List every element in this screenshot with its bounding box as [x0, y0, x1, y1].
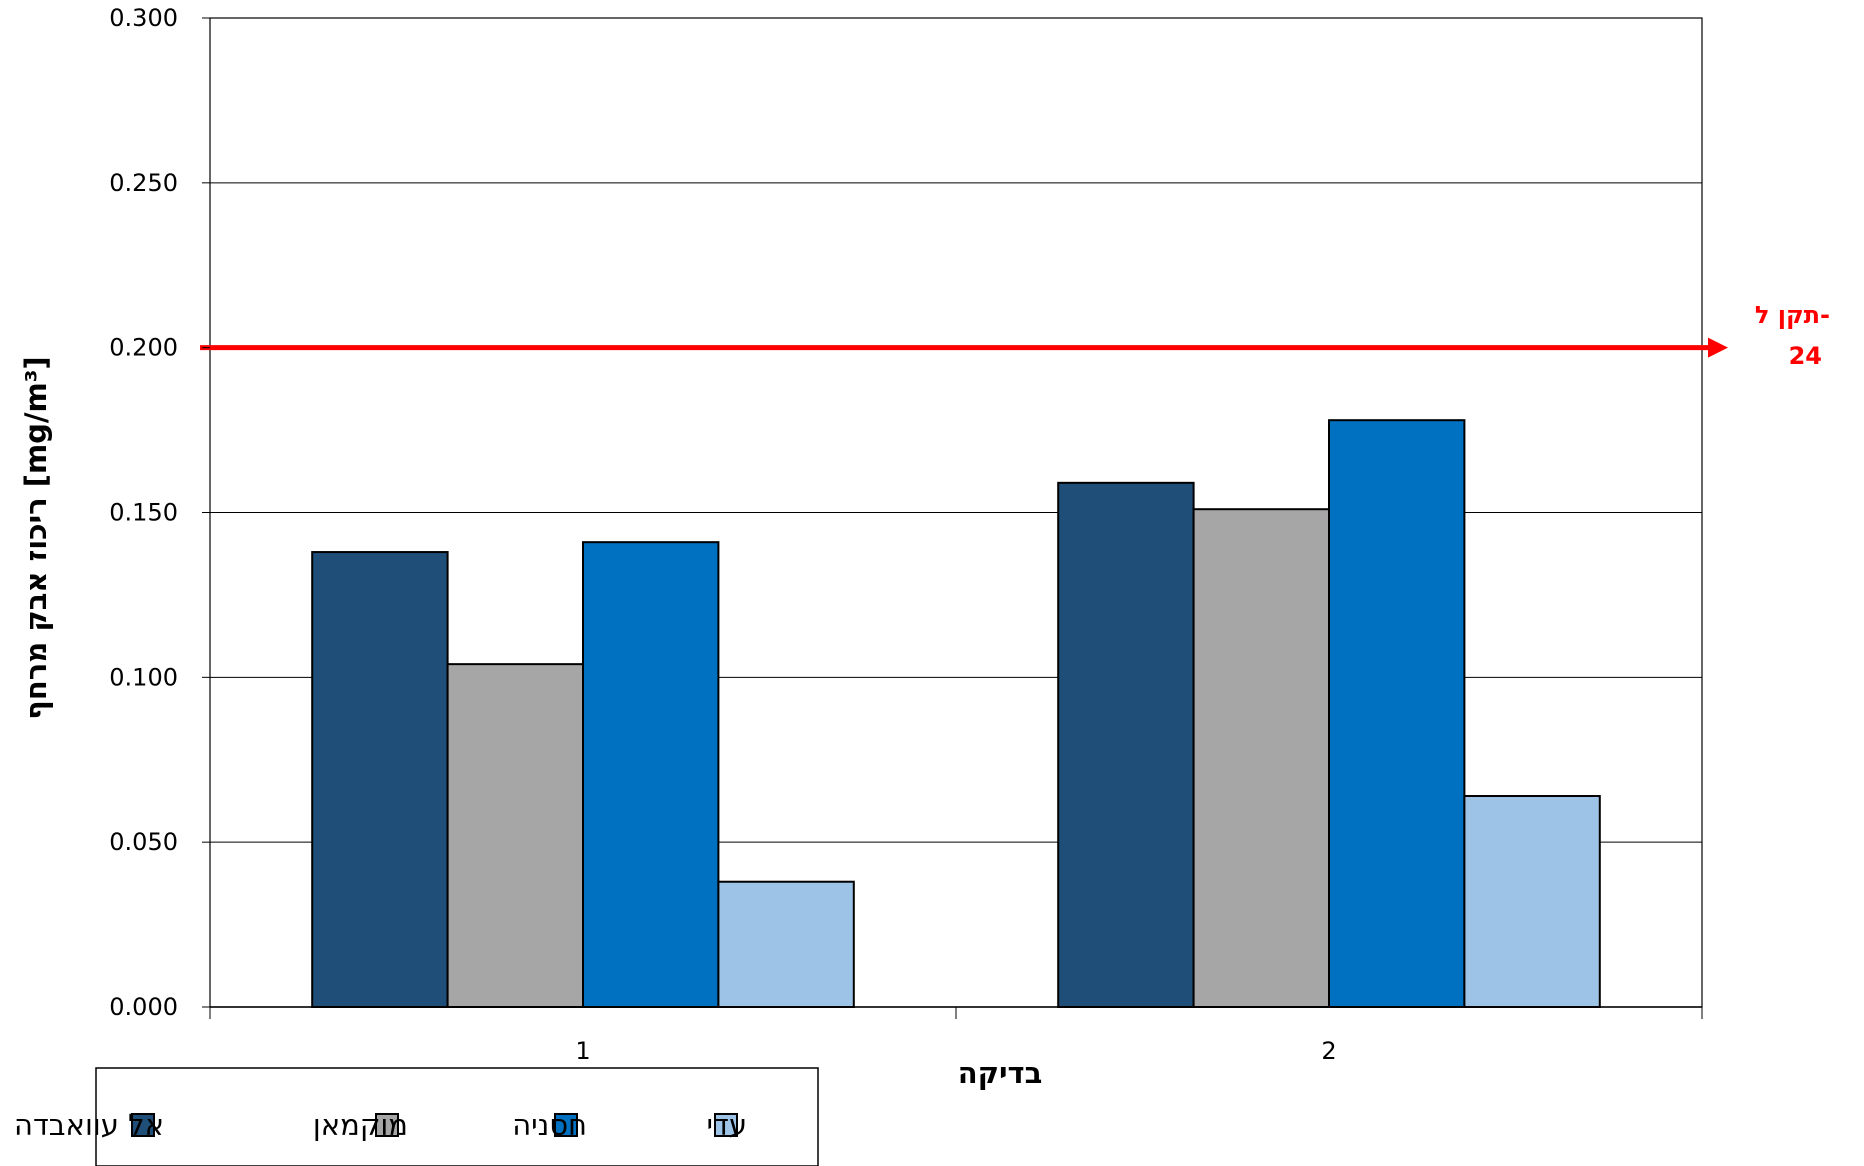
y-tick-label: 0.250: [109, 169, 178, 197]
bar: [446, 663, 585, 1008]
x-tick-label: 2: [1321, 1037, 1336, 1065]
bar: [582, 541, 720, 1008]
y-tick-label: 0.200: [109, 334, 178, 362]
legend-box: [95, 1067, 819, 1166]
x-tick-label: 1: [575, 1037, 590, 1065]
y-axis: 0.000 0.050 0.100 0.150 0.200 0.250 0.300: [109, 4, 210, 1021]
bar: [1057, 481, 1195, 1008]
y-tick-label: 0.100: [109, 663, 178, 691]
bar: [1192, 508, 1330, 1008]
legend-swatch: [554, 1113, 578, 1137]
legend-label: עדי: [707, 1108, 747, 1142]
reference-line-arrowhead: [1708, 337, 1728, 358]
legend: אל עוואבדה מוקמאן חסניה עדי: [14, 1067, 819, 1166]
y-tick-label: 0.000: [109, 993, 178, 1021]
y-axis-title: ריכוז אבק מרחף [mg/m³]: [19, 356, 53, 719]
bar: [311, 551, 449, 1008]
y-tick-label: 0.050: [109, 828, 178, 856]
x-axis-title: בדיקה: [958, 1056, 1043, 1090]
legend-label: מוקמאן: [313, 1108, 408, 1142]
bars: [311, 419, 1601, 1009]
y-tick-label: 0.150: [109, 499, 178, 527]
reference-line-label-2: 24: [1789, 342, 1822, 370]
bar: [1463, 795, 1601, 1008]
legend-swatch: [375, 1113, 399, 1137]
reference-line-label-1: תקן ל-: [1755, 301, 1830, 329]
bar: [717, 880, 855, 1009]
legend-swatch: [131, 1113, 155, 1137]
bar: [1328, 419, 1466, 1008]
legend-label: אל עוואבדה: [14, 1108, 164, 1142]
y-tick-label: 0.300: [109, 4, 178, 32]
reference-line-group: [200, 337, 1728, 358]
legend-swatch: [714, 1113, 738, 1137]
legend-label: חסניה: [512, 1108, 587, 1142]
